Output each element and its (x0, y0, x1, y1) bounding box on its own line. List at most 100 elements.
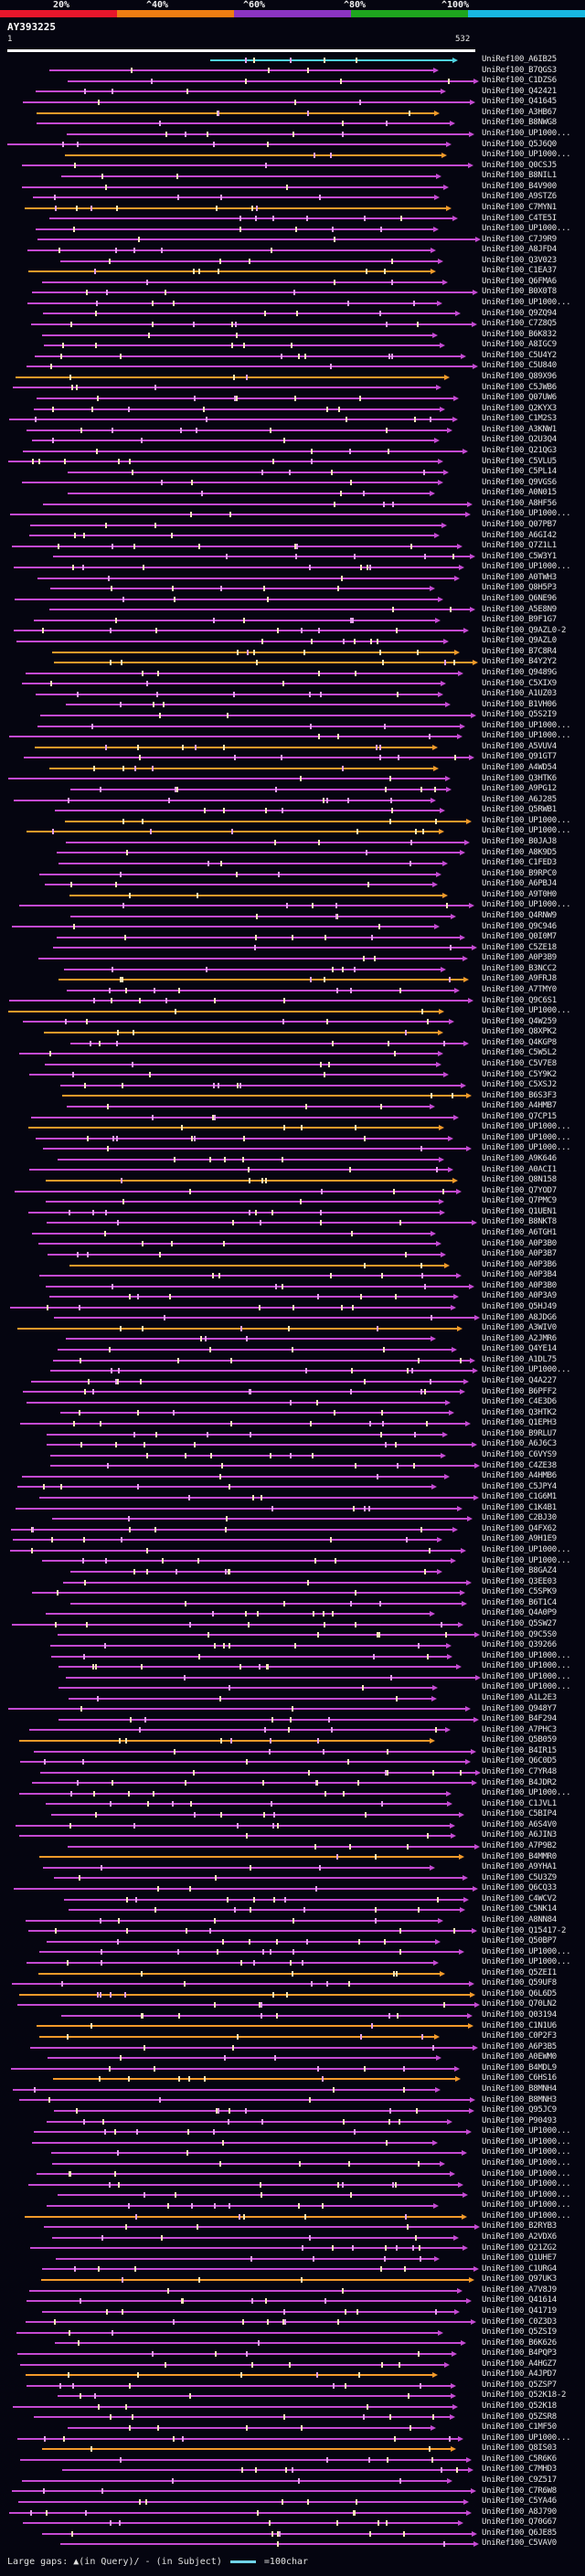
hit-label[interactable]: UniRef100_C5VLU5 (482, 457, 557, 466)
hit-row[interactable] (19, 1051, 443, 1056)
hit-row[interactable] (42, 2446, 456, 2452)
hit-label[interactable]: UniRef100_Q8N158 (482, 1175, 557, 1184)
hit-label[interactable]: UniRef100_UP1000... (482, 1006, 571, 1015)
hit-row[interactable] (66, 1336, 436, 1341)
hit-label[interactable]: UniRef100_B2RYB3 (482, 2221, 557, 2231)
hit-label[interactable]: UniRef100_A3WIV0 (482, 1323, 557, 1332)
hit-row[interactable] (68, 491, 435, 496)
hit-label[interactable]: UniRef100_C5JWB6 (482, 383, 557, 392)
hit-row[interactable] (32, 290, 478, 295)
hit-label[interactable]: UniRef100_Q5ZSP7 (482, 2380, 557, 2390)
hit-row[interactable] (58, 1685, 438, 1691)
hit-row[interactable] (34, 2414, 455, 2420)
hit-row[interactable] (42, 280, 448, 285)
hit-label[interactable]: UniRef100_C5SPK9 (482, 1587, 557, 1596)
hit-label[interactable]: UniRef100_Q2KYX3 (482, 404, 557, 413)
hit-label[interactable]: UniRef100_A0P3B0 (482, 1281, 557, 1290)
hit-row[interactable] (70, 914, 456, 919)
hit-label[interactable]: UniRef100_A0P3B6 (482, 1260, 557, 1269)
hit-label[interactable]: UniRef100_UP1000... (482, 1556, 571, 1565)
hit-row[interactable] (31, 322, 477, 327)
hit-row[interactable] (67, 988, 460, 993)
hit-label[interactable]: UniRef100_B8GAZ4 (482, 1566, 557, 1575)
hit-row[interactable] (50, 1643, 452, 1648)
hit-label[interactable]: UniRef100_Q39266 (482, 1640, 557, 1649)
hit-row[interactable] (32, 1780, 477, 1786)
hit-row[interactable] (65, 819, 472, 824)
hit-row[interactable] (58, 1632, 480, 1638)
hit-row[interactable] (70, 1601, 467, 1606)
hit-row[interactable] (50, 1453, 446, 1458)
hit-label[interactable]: UniRef100_B1VH06 (482, 700, 557, 709)
hit-row[interactable] (13, 385, 441, 390)
hit-label[interactable]: UniRef100_A6GI42 (482, 531, 557, 540)
hit-row[interactable] (29, 2288, 463, 2294)
hit-row[interactable] (46, 1611, 435, 1617)
hit-row[interactable] (23, 1019, 454, 1024)
hit-row[interactable] (23, 2520, 463, 2526)
hit-row[interactable] (69, 1907, 465, 1913)
hit-label[interactable]: UniRef100_Q4A227 (482, 1376, 557, 1385)
hit-row[interactable] (17, 2351, 457, 2357)
hit-label[interactable]: UniRef100_A6IB25 (482, 55, 557, 64)
hit-label[interactable]: UniRef100_Q95JC9 (482, 2105, 557, 2115)
hit-row[interactable] (38, 956, 468, 961)
hit-label[interactable]: UniRef100_UP1000... (482, 562, 571, 571)
hit-label[interactable]: UniRef100_Q6JE85 (482, 2528, 557, 2538)
hit-row[interactable] (69, 1696, 437, 1701)
hit-row[interactable] (42, 1558, 456, 1564)
hit-row[interactable] (20, 2457, 472, 2463)
hit-label[interactable]: UniRef100_C5NK14 (482, 1904, 557, 1913)
hit-row[interactable] (210, 58, 458, 63)
hit-row[interactable] (40, 713, 476, 718)
hit-row[interactable] (28, 2182, 463, 2188)
hit-label[interactable]: UniRef100_C1K4B1 (482, 1503, 557, 1512)
hit-row[interactable] (69, 893, 448, 898)
hit-label[interactable]: UniRef100_UP1000... (482, 900, 571, 909)
hit-label[interactable]: UniRef100_Q5HJ49 (482, 1302, 557, 1311)
hit-row[interactable] (46, 1284, 474, 1289)
hit-row[interactable] (25, 2214, 467, 2220)
hit-label[interactable]: UniRef100_Q5J6Q0 (482, 140, 557, 149)
hit-row[interactable] (42, 333, 438, 338)
hit-label[interactable]: UniRef100_C0P2F3 (482, 2031, 557, 2041)
hit-row[interactable] (26, 1918, 443, 1924)
hit-label[interactable]: UniRef100_C4E3D6 (482, 1397, 557, 1406)
hit-row[interactable] (55, 2340, 466, 2346)
hit-row[interactable] (9, 998, 473, 1003)
hit-label[interactable]: UniRef100_C7J9R9 (482, 235, 557, 244)
hit-label[interactable]: UniRef100_Q21ZG2 (482, 2243, 557, 2253)
hit-label[interactable]: UniRef100_C5U3Z9 (482, 1873, 557, 1882)
hit-row[interactable] (68, 1844, 480, 1850)
hit-row[interactable] (15, 1189, 462, 1194)
hit-label[interactable]: UniRef100_Q7PMC9 (482, 1196, 557, 1205)
hit-label[interactable]: UniRef100_Q9C946 (482, 922, 557, 931)
hit-label[interactable]: UniRef100_A8J790 (482, 2507, 557, 2517)
hit-label[interactable]: UniRef100_A0ACI1 (482, 1165, 557, 1174)
hit-label[interactable]: UniRef100_A9T0H0 (482, 890, 557, 899)
hit-row[interactable] (27, 428, 452, 433)
hit-label[interactable]: UniRef100_C5W3Y1 (482, 552, 557, 561)
hit-label[interactable]: UniRef100_A6J6C3 (482, 1439, 557, 1448)
hit-label[interactable]: UniRef100_Q41719 (482, 2306, 557, 2316)
hit-label[interactable]: UniRef100_C5XIX9 (482, 679, 557, 688)
hit-row[interactable] (36, 692, 443, 697)
hit-row[interactable] (64, 1897, 469, 1903)
hit-label[interactable]: UniRef100_B4F294 (482, 1714, 557, 1723)
hit-row[interactable] (38, 1241, 441, 1246)
hit-row[interactable] (39, 1854, 464, 1860)
hit-row[interactable] (29, 1727, 451, 1733)
hit-row[interactable] (45, 1062, 441, 1067)
hit-label[interactable]: UniRef100_UP1000... (482, 1957, 571, 1966)
hit-label[interactable]: UniRef100_UP1000... (482, 731, 571, 740)
hit-row[interactable] (58, 977, 469, 982)
hit-row[interactable] (34, 618, 441, 623)
hit-label[interactable]: UniRef100_A0P3B4 (482, 1270, 557, 1279)
hit-row[interactable] (16, 1506, 463, 1511)
hit-row[interactable] (50, 586, 435, 591)
hit-label[interactable]: UniRef100_C4ZE38 (482, 1461, 557, 1470)
hit-row[interactable] (43, 1865, 435, 1871)
hit-label[interactable]: UniRef100_A4HGZ7 (482, 2359, 557, 2369)
hit-row[interactable] (10, 512, 471, 517)
hit-row[interactable] (58, 1664, 462, 1670)
